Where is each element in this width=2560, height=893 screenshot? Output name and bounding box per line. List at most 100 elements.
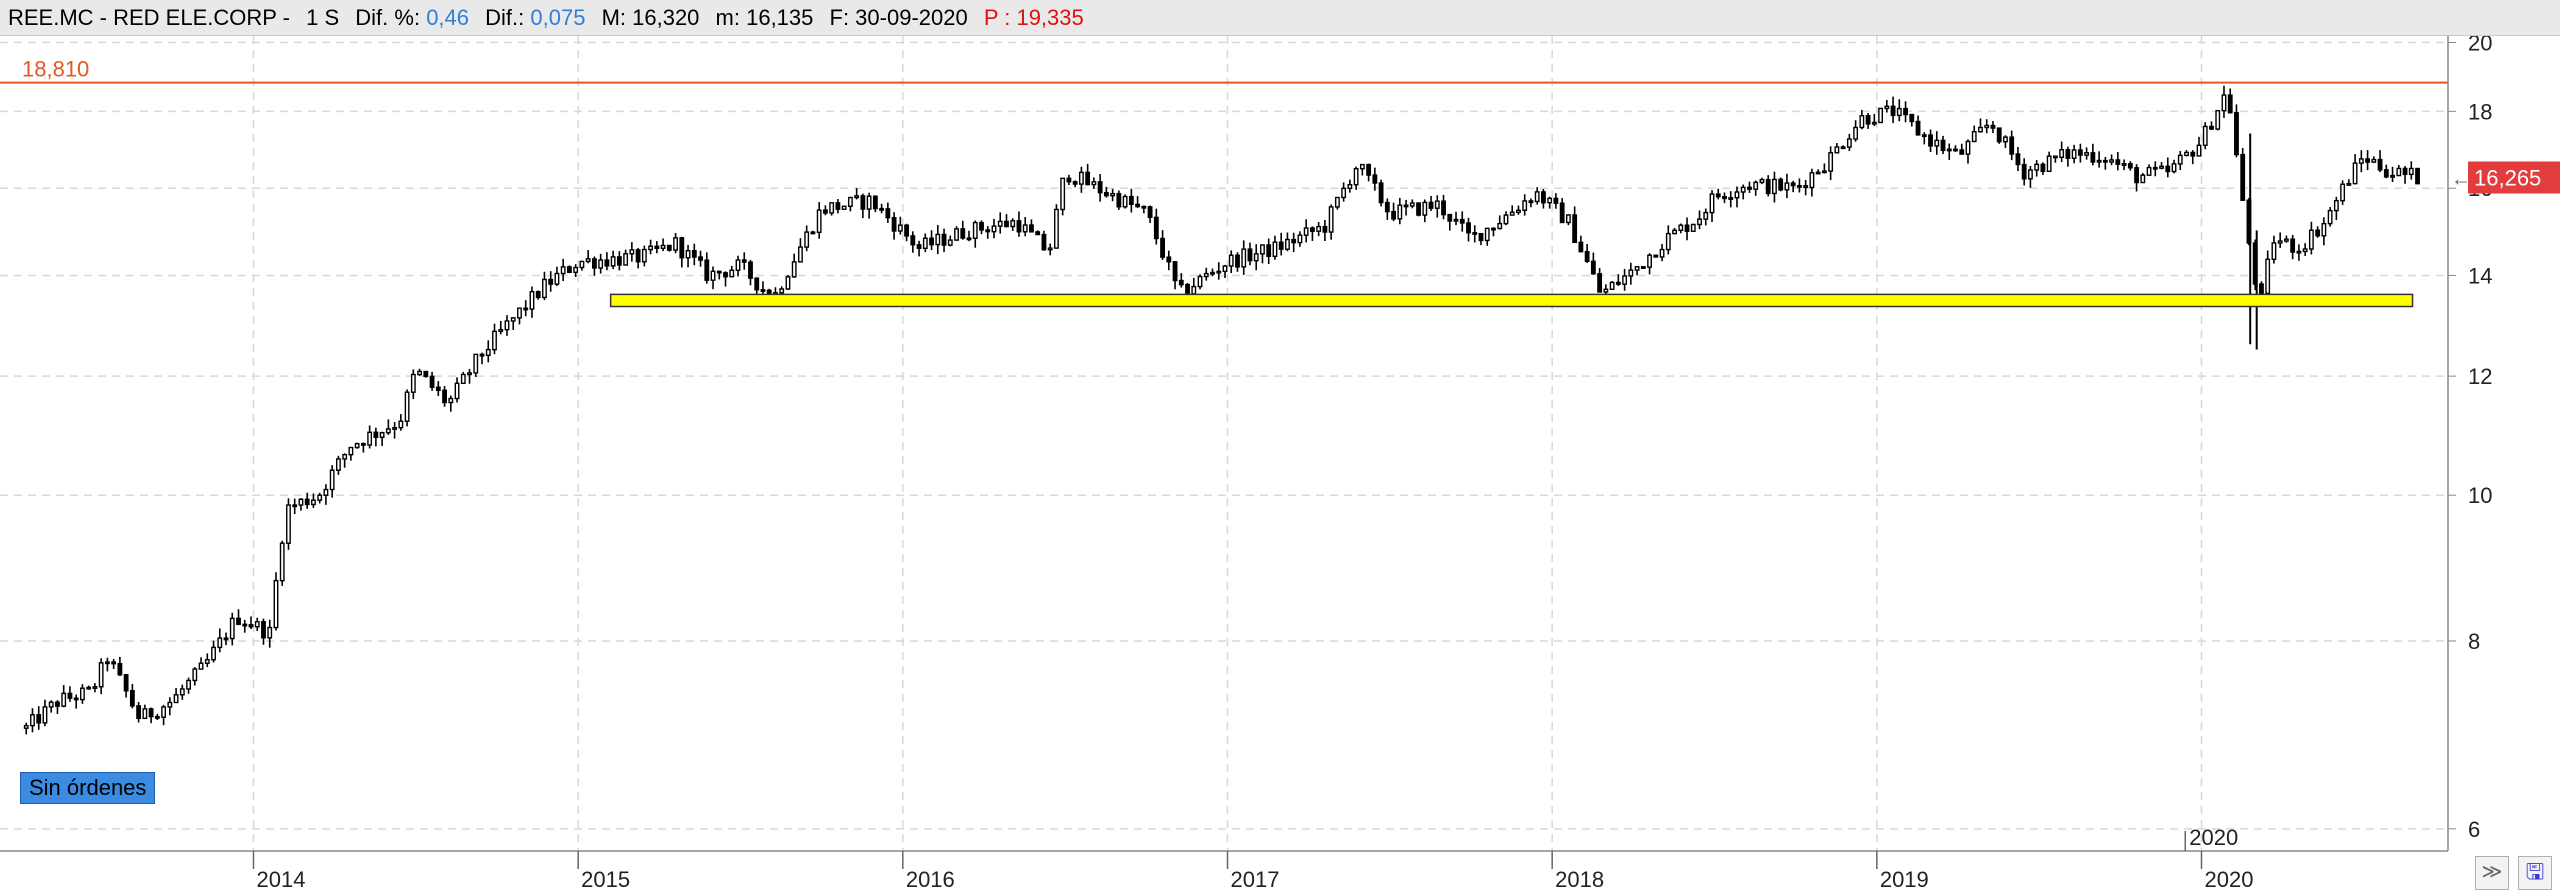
candle-body [385, 428, 391, 434]
candle-body [379, 431, 385, 438]
candle-body [48, 701, 54, 708]
dif-pct-label: Dif. %: 0,46 [355, 5, 470, 30]
candle-body [2059, 149, 2065, 158]
candle-body [148, 708, 154, 718]
candle-body [1010, 220, 1016, 228]
chart-axes: 6810121416182020142015201620172018201920… [0, 36, 2560, 892]
y-tick-label: 18 [2468, 99, 2492, 124]
candle-body [2028, 169, 2033, 180]
candle-body [1347, 184, 1353, 190]
candle-body [2402, 167, 2408, 176]
candle-body [1528, 200, 1534, 204]
candle-body [454, 382, 460, 400]
candle-body [448, 397, 454, 404]
candle-body [1828, 152, 1834, 172]
candle-body [1235, 254, 1240, 268]
candle-body [816, 209, 822, 233]
candle-body [1821, 170, 1827, 174]
candle-body [1709, 193, 1715, 214]
candle-body [2302, 248, 2308, 253]
candle-body [1128, 195, 1134, 206]
candle-body [1796, 184, 1802, 188]
candle-body [629, 249, 635, 255]
candle-body [1778, 178, 1784, 191]
candle-body [2071, 149, 2077, 159]
dif-value: 0,075 [530, 5, 586, 30]
candle-body [1434, 200, 1440, 209]
candle-body [798, 246, 803, 263]
candle-body [1478, 232, 1484, 242]
candle-body [872, 195, 878, 210]
candle-body [1803, 185, 1809, 189]
candle-body [354, 442, 360, 449]
candle-body [30, 714, 35, 727]
candle-body [2308, 229, 2314, 250]
date-label: F: 30-09-2020 [829, 5, 968, 30]
candle-body [61, 692, 67, 707]
candle-body [2283, 238, 2289, 242]
candle-body [86, 686, 92, 690]
candle-body [1959, 149, 1965, 155]
double-chevron-icon: ≫ [2481, 861, 2503, 883]
candle-body [1516, 209, 1521, 213]
chart-header: REE.MC - RED ELE.CORP - 1 S Dif. %: 0,46… [0, 0, 2560, 36]
candle-body [1890, 105, 1896, 117]
candle-body [1441, 200, 1446, 216]
candle-body [117, 662, 123, 676]
candle-body [123, 674, 129, 692]
sin-ordenes-badge[interactable]: Sin órdenes [20, 772, 156, 804]
candle-body [2046, 155, 2052, 173]
x-tick-label: 2015 [581, 867, 630, 892]
collapse-button[interactable]: ≫ [2475, 856, 2509, 890]
candle-body [1459, 218, 1465, 224]
candle-body [136, 705, 142, 720]
candle-body [835, 202, 841, 210]
candle-body [710, 270, 716, 281]
candle-body [523, 307, 529, 311]
candle-body [698, 256, 703, 261]
candle-body [1734, 191, 1740, 199]
candle-body [504, 320, 510, 331]
candle-body [1484, 227, 1490, 242]
candle-body [479, 353, 485, 357]
candle-body [2383, 169, 2389, 178]
y-tick-label: 10 [2468, 483, 2492, 508]
candle-body [23, 724, 29, 729]
candle-body [510, 317, 516, 322]
candle-body [348, 446, 354, 456]
candle-body [1228, 254, 1234, 267]
candle-body [723, 272, 728, 278]
candle-body [2390, 174, 2395, 178]
candle-body [1153, 216, 1159, 240]
candle-body [2052, 155, 2058, 159]
price-chart[interactable]: 18,810 681012141618202014201520162017201… [0, 36, 2560, 893]
candle-body [98, 662, 104, 688]
candle-body [2396, 167, 2402, 177]
candle-body [1871, 121, 1877, 125]
candle-body [36, 714, 42, 724]
candle-body [1178, 279, 1184, 286]
candle-body [1965, 140, 1971, 155]
candle-body [2371, 158, 2377, 163]
candle-body [1060, 177, 1066, 211]
candle-body [1341, 187, 1347, 199]
candle-body [1565, 214, 1571, 224]
candle-body [2065, 149, 2071, 159]
candle-body [1491, 227, 1496, 231]
candle-body [1328, 206, 1334, 233]
candle-body [542, 278, 547, 299]
candle-body [1946, 148, 1952, 152]
candle-body [1534, 191, 1540, 203]
p-label: P : 19,335 [983, 5, 1084, 30]
candle-body [685, 250, 691, 259]
candle-body [111, 661, 117, 665]
candle-body [1684, 224, 1690, 232]
candle-body [1091, 181, 1097, 186]
candle-body [754, 277, 760, 291]
candle-body [1753, 181, 1759, 190]
candle-body [2084, 152, 2090, 156]
save-button[interactable]: 🖫 [2518, 856, 2552, 890]
candle-body [1466, 222, 1471, 234]
candle-body [1353, 167, 1359, 186]
candle-body [2196, 144, 2202, 157]
